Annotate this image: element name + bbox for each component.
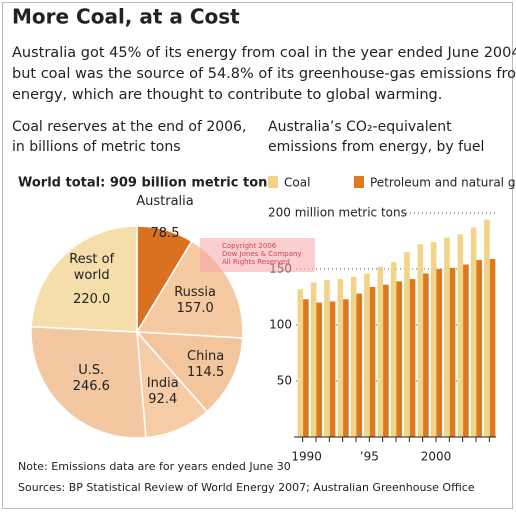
bar xyxy=(324,280,330,437)
bar xyxy=(396,281,403,437)
pie-label: Russia xyxy=(174,285,217,301)
bar xyxy=(449,267,456,437)
pie-subtitle: in billions of metric tons xyxy=(12,139,181,155)
pie-value: 157.0 xyxy=(176,301,214,317)
y-tick-label: 200 million metric tons xyxy=(268,206,407,220)
bar-title: emissions from energy, by fuel xyxy=(268,139,484,155)
sources: Sources: BP Statistical Review of World … xyxy=(18,481,475,494)
bar xyxy=(423,273,429,437)
bar-title: Australia’s CO₂-equivalent xyxy=(268,119,452,135)
bar xyxy=(444,237,450,437)
bar xyxy=(463,264,469,437)
bar xyxy=(436,269,443,437)
bar xyxy=(297,289,304,437)
bar xyxy=(377,266,384,437)
bar xyxy=(484,219,490,437)
watermark: Copyright 2006 xyxy=(222,242,277,250)
bar xyxy=(489,258,496,437)
legend-label: Petroleum and natural gas xyxy=(370,176,516,190)
intro: energy, which are thought to contribute … xyxy=(12,87,442,103)
bar xyxy=(316,302,323,437)
bar xyxy=(329,301,336,437)
pie-value: 78.5 xyxy=(150,226,180,241)
watermark: Dow Jones & Company xyxy=(222,250,302,258)
watermark-box xyxy=(200,238,315,272)
bar xyxy=(364,273,370,437)
bar xyxy=(404,252,410,437)
bar xyxy=(343,299,349,437)
bar xyxy=(356,293,363,437)
bar xyxy=(310,282,317,437)
x-tick-label: 2000 xyxy=(421,450,452,464)
bar xyxy=(457,234,464,437)
pie-slice xyxy=(30,325,147,439)
pie-slice xyxy=(135,331,244,413)
pie-value: 114.5 xyxy=(187,365,225,381)
bar xyxy=(409,279,416,437)
intro: but coal was the source of 54.8% of its … xyxy=(12,66,516,82)
pie-label: Rest of world xyxy=(69,252,115,284)
bar xyxy=(303,299,309,437)
pie-value: 92.4 xyxy=(148,392,178,408)
y-tick-label: 50 xyxy=(277,374,292,388)
pie-value: 246.6 xyxy=(72,379,110,395)
watermark: All Rights Reserved xyxy=(222,258,290,266)
note: Note: Emissions data are for years ended… xyxy=(18,460,291,473)
legend-label: Coal xyxy=(284,176,310,190)
legend-swatch xyxy=(354,176,364,188)
pie-subtitle: Coal reserves at the end of 2006, xyxy=(12,119,246,135)
bar xyxy=(417,244,424,437)
intro: Australia got 45% of its energy from coa… xyxy=(12,45,516,61)
pie-label: Australia xyxy=(136,194,194,209)
x-tick-label: 1990 xyxy=(291,450,322,464)
pie-label: U.S. xyxy=(78,363,105,379)
bar xyxy=(476,260,483,437)
x-tick-label: ’95 xyxy=(360,450,379,464)
bar xyxy=(383,284,389,437)
pie-label: India xyxy=(146,376,179,392)
bar xyxy=(369,286,376,437)
bar xyxy=(350,276,357,437)
pie-value: 220.0 xyxy=(73,292,111,308)
bar xyxy=(337,279,344,437)
legend-swatch xyxy=(268,176,278,188)
title: More Coal, at a Cost xyxy=(12,5,240,29)
bar xyxy=(470,227,477,437)
y-tick-label: 100 xyxy=(269,318,292,332)
pie-label: China xyxy=(187,349,225,365)
bar xyxy=(390,262,397,437)
pie-title: World total: 909 billion metric tons xyxy=(18,176,275,191)
pie-slice xyxy=(30,225,138,333)
bar xyxy=(430,242,437,437)
